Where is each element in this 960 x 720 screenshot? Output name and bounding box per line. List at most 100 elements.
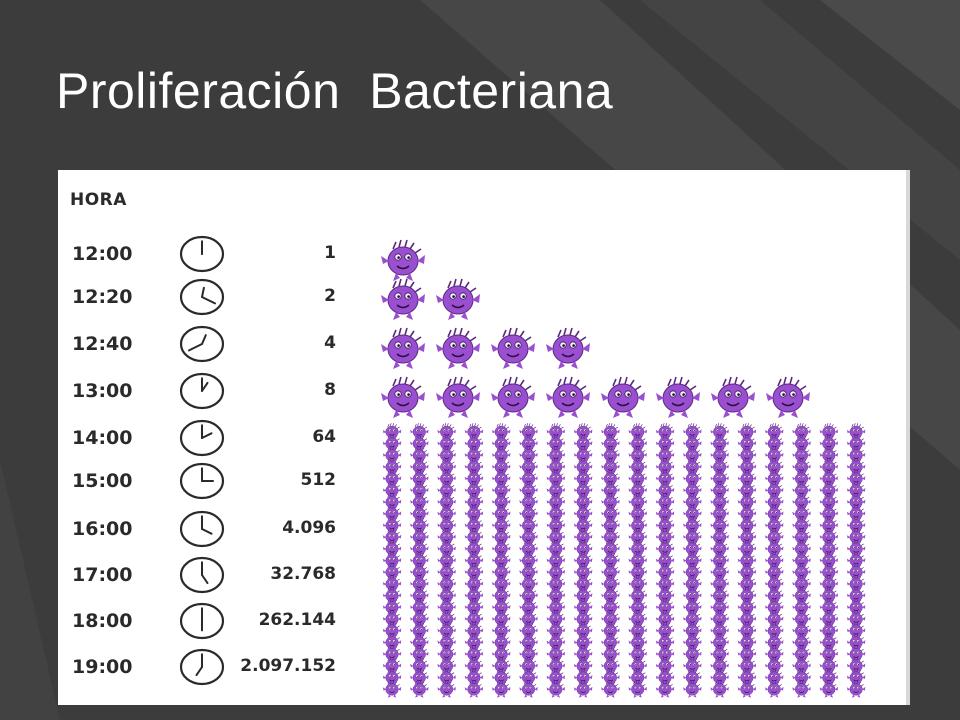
bacterium-icon <box>628 668 647 687</box>
bacterium-icon <box>437 633 456 651</box>
bacterium-icon <box>737 504 757 523</box>
bacterium-icon <box>601 657 620 675</box>
bacterium-icon <box>410 621 429 640</box>
bacterium-icon <box>710 633 729 651</box>
bacterium-icon <box>546 668 566 687</box>
bacterium-icon <box>737 598 757 616</box>
bacterium-icon <box>491 645 511 663</box>
bacterium-icon <box>491 446 511 464</box>
bacterium-icon <box>519 633 538 651</box>
bacterium-icon <box>382 540 402 558</box>
bacterium-icon <box>436 278 480 320</box>
bacterium-icon <box>683 563 702 581</box>
bacterium-icon <box>410 458 429 476</box>
clock-icon <box>179 372 225 410</box>
bacterium-icon <box>381 327 425 369</box>
panel-edge <box>906 170 910 705</box>
bacterium-icon <box>655 645 675 663</box>
bacterium-icon <box>519 516 538 534</box>
bacterium-icon <box>464 446 484 464</box>
bacterium-icon <box>764 680 784 698</box>
bacterium-icon <box>601 481 620 499</box>
bacterium-icon <box>519 423 538 441</box>
bacterium-icon <box>710 575 729 593</box>
bacterium-icon <box>683 504 702 523</box>
bacterium-icon <box>683 575 702 593</box>
bacterium-icon <box>792 540 811 558</box>
time-row: 12:20 2 <box>58 277 910 317</box>
bacterium-icon <box>846 516 866 534</box>
bacterium-icon <box>519 657 538 675</box>
bacterium-icon <box>710 516 729 534</box>
bacterium-icon <box>710 458 729 476</box>
bacterium-icon <box>573 680 593 698</box>
bacterium-icon <box>519 551 538 570</box>
bacterium-icon <box>819 528 839 546</box>
bacterium-icon <box>710 423 729 441</box>
bacterium-icon <box>519 540 538 558</box>
time-label: 19:00 <box>72 656 133 678</box>
bacterium-icon <box>601 540 620 558</box>
bacterium-icon <box>437 446 456 464</box>
bacterium-icon <box>764 481 784 499</box>
bacterium-icon <box>846 598 866 616</box>
bacteria-count: 2 <box>324 286 336 306</box>
bacterium-icon <box>737 458 757 476</box>
bacterium-icon <box>546 423 566 441</box>
bacterium-icon <box>655 434 675 453</box>
bacterium-icon <box>601 376 645 418</box>
bacterium-icon <box>710 657 729 675</box>
bacterium-icon <box>628 621 647 640</box>
bacterium-icon <box>737 575 757 593</box>
bacterium-icon <box>819 434 839 453</box>
bacteria-count: 512 <box>300 470 337 490</box>
bacterium-icon <box>410 563 429 581</box>
bacterium-icon <box>792 610 811 628</box>
bacteria-count: 1 <box>324 243 336 263</box>
bacterium-icon <box>764 540 784 558</box>
bacterium-icon <box>491 598 511 616</box>
bacterium-icon <box>464 481 484 499</box>
bacterium-icon <box>410 598 429 616</box>
bacterium-icon <box>601 633 620 651</box>
bacterium-icon <box>573 540 593 558</box>
bacterium-icon <box>601 586 620 605</box>
bacterium-icon <box>491 458 511 476</box>
bacterium-icon <box>410 481 429 499</box>
clock-icon <box>179 602 225 640</box>
bacterium-icon <box>792 551 811 570</box>
bacterium-icon <box>655 540 675 558</box>
bacterium-icon <box>710 434 729 453</box>
bacterium-icon <box>655 423 675 441</box>
bacterium-icon <box>573 551 593 570</box>
bacterium-icon <box>846 504 866 523</box>
bacterium-icon <box>546 458 566 476</box>
clock-icon <box>179 462 225 500</box>
bacterium-icon <box>546 493 566 511</box>
bacterium-icon <box>764 469 784 488</box>
time-row: 18:00 262.144 <box>58 601 910 641</box>
bacterium-icon <box>546 481 566 499</box>
bacterium-icon <box>846 575 866 593</box>
bacterium-icon <box>764 528 784 546</box>
bacterium-icon <box>683 458 702 476</box>
bacterium-icon <box>491 481 511 499</box>
bacterium-icon <box>683 610 702 628</box>
bacterium-icon <box>437 621 456 640</box>
bacterium-icon <box>410 504 429 523</box>
bacterium-icon <box>764 645 784 663</box>
time-row: 14:00 64 <box>58 418 910 458</box>
bacterium-icon <box>655 446 675 464</box>
bacterium-icon <box>764 621 784 640</box>
bacterium-icon <box>764 504 784 523</box>
bacterium-icon <box>464 598 484 616</box>
bacterium-icon <box>519 645 538 663</box>
bacterium-icon <box>601 598 620 616</box>
bacterium-icon <box>382 621 402 640</box>
bacterium-icon <box>655 633 675 651</box>
bacterium-icon <box>491 469 511 488</box>
bacterium-icon <box>464 575 484 593</box>
bacterium-icon <box>491 575 511 593</box>
bacterium-icon <box>382 598 402 616</box>
bacterium-icon <box>464 540 484 558</box>
